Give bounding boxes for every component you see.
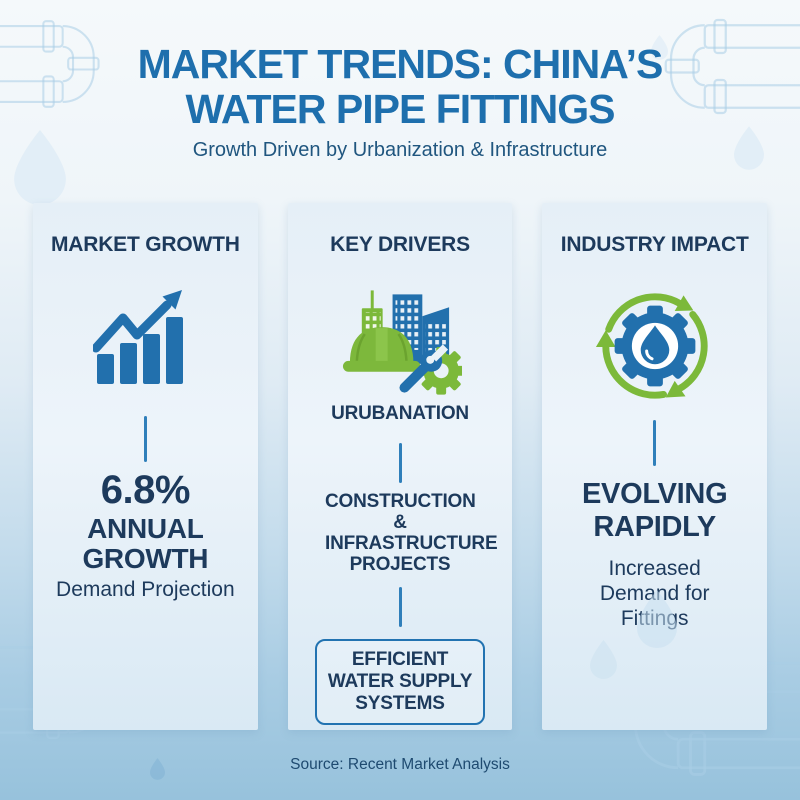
- driver-water-label: EFFICIENT WATER SUPPLY SYSTEMS: [327, 649, 473, 714]
- gear-water-drop-cycle-icon: [595, 293, 708, 399]
- page-title-line1: MARKET TRENDS: CHINA’S: [137, 41, 664, 87]
- flow-divider: [653, 420, 657, 466]
- card-market-growth: MARKET GROWTH 6.8% ANNUAL GROWTH Demand …: [33, 203, 258, 730]
- cards-row: MARKET GROWTH 6.8% ANNUAL GROWTH Demand …: [33, 203, 768, 730]
- stat-label: ANNUAL GROWTH: [82, 513, 209, 574]
- page-title-line2: WATER PIPE FITTINGS: [185, 86, 616, 132]
- stat-sublabel: Demand Projection: [56, 578, 235, 601]
- driver-urbanization-label: URUBANATION: [331, 403, 469, 424]
- flow-divider: [398, 587, 402, 627]
- flow-divider: [398, 443, 402, 483]
- card-industry-impact: INDUSTRY IMPACT: [542, 203, 768, 730]
- stat-divider: [143, 416, 147, 462]
- card-title: MARKET GROWTH: [50, 233, 240, 256]
- card-title: KEY DRIVERS: [330, 233, 470, 256]
- impact-sublabel: Increased Demand for Fittings: [599, 557, 710, 630]
- construction-city-icon: [342, 290, 462, 395]
- page-title: MARKET TRENDS: CHINA’S WATER PIPE FITTIN…: [0, 42, 800, 132]
- bar-chart-rising-arrow-icon: [93, 290, 184, 384]
- efficient-water-box: EFFICIENT WATER SUPPLY SYSTEMS: [315, 639, 485, 725]
- card-key-drivers: KEY DRIVERS: [287, 203, 513, 730]
- driver-construction-label: CONSTRUCTION & INFRASTRUCTURE PROJECTS: [325, 491, 498, 575]
- stat-value: 6.8%: [100, 468, 191, 512]
- source-caption: Source: Recent Market Analysis: [290, 756, 510, 773]
- page-subtitle: Growth Driven by Urbanization & Infrastr…: [192, 139, 608, 161]
- card-title: INDUSTRY IMPACT: [560, 233, 749, 256]
- impact-headline: EVOLVING RAPIDLY: [582, 478, 728, 543]
